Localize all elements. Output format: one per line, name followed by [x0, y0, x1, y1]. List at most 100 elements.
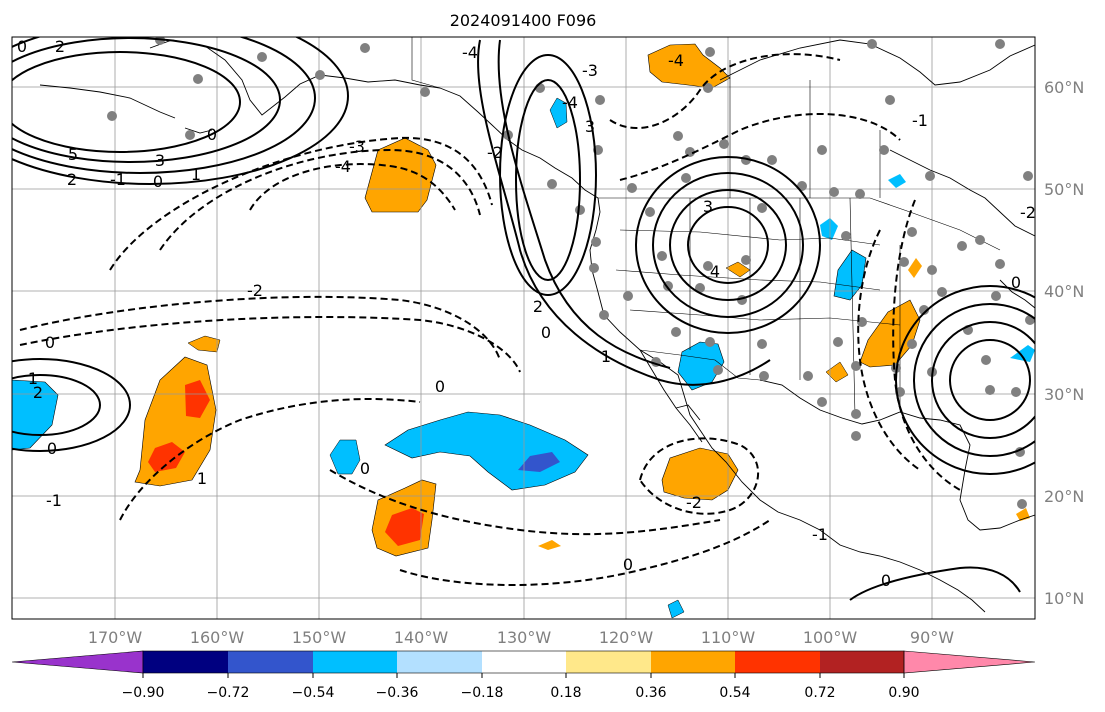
colorbar-label: −0.72 — [207, 685, 250, 701]
contour-label: 0 — [435, 377, 445, 396]
border-us-mexico — [639, 349, 761, 381]
contour-label: 0 — [47, 439, 57, 458]
colorbar-label: −0.90 — [122, 685, 165, 701]
contour-label: 0 — [541, 323, 551, 342]
contour-label: 2 — [533, 297, 543, 316]
border-us-canada — [598, 197, 1001, 251]
colorbar-segment — [651, 651, 735, 673]
shade-positive-hawaii-west-strong1 — [185, 380, 210, 418]
contour-label: 0 — [623, 555, 633, 574]
contour-low-vancouver-2 — [499, 54, 597, 296]
contour-label: 0 — [45, 333, 55, 352]
colorbar-segment — [313, 651, 397, 673]
coast-east — [999, 279, 1035, 309]
contour-low-vancouver-1 — [515, 79, 581, 281]
shade-positive-gulf-alaska — [364, 137, 437, 213]
contour-dashed-south-pac-2 — [399, 519, 771, 586]
shade-positive-small-2 — [825, 361, 849, 383]
contour-label: -4 — [562, 93, 578, 112]
lat-label-60n: 60°N — [1044, 78, 1084, 97]
political-borders — [411, 37, 1001, 416]
contour-label: 0 — [360, 459, 370, 478]
lon-label-120w: 120°W — [599, 628, 654, 647]
coast-alaska — [149, 39, 599, 199]
latitude-labels: 60°N 50°N 40°N 30°N 20°N 10°N — [1044, 78, 1084, 608]
contour-low-east-1 — [949, 339, 1031, 421]
contour-label: 1 — [197, 469, 207, 488]
contour-low-aleutian-1 — [12, 51, 241, 153]
contour-dashed-baja — [639, 437, 759, 515]
lat-label-40n: 40°N — [1044, 282, 1084, 301]
shade-negative-small-9 — [667, 599, 685, 619]
contour-label: -1 — [912, 111, 928, 130]
contour-label: 5 — [68, 145, 78, 164]
contour-dashed-north-pac-2 — [159, 148, 481, 251]
contour-label: -4 — [462, 43, 478, 62]
colorbar-label: 0.18 — [550, 685, 581, 701]
coast-aleutians — [39, 84, 213, 134]
contour-dashed-ridge-east — [857, 229, 921, 471]
map-area: 0 2 5 3 -1 0 1 2 -4 -3 -2 -1 0 1 2 -4 -2… — [12, 37, 1036, 619]
shade-positive-small-4 — [908, 258, 922, 278]
lat-label-20n: 20°N — [1044, 487, 1084, 506]
shade-negative-small-8 — [1010, 345, 1035, 362]
contour-dashed-ridge-east-2 — [892, 199, 961, 491]
border-states-1 — [615, 197, 901, 416]
contour-lines — [12, 37, 1035, 601]
colorbar-label: −0.36 — [376, 685, 419, 701]
border-canada-provinces — [729, 60, 881, 198]
contour-dashed-trough-east-2 — [619, 112, 901, 181]
contour-label: -2 — [487, 143, 503, 162]
contour-label: 0 — [881, 571, 891, 590]
coast-gulf — [759, 379, 1035, 531]
colorbar-label: −0.54 — [292, 685, 335, 701]
shade-negative-small-west — [329, 439, 361, 475]
shade-positive-hawaii-west-strong2 — [148, 442, 185, 472]
contour-dashed-mid-pac-2 — [19, 316, 521, 373]
coast-canada-north — [719, 39, 1035, 86]
contour-trough-west-1 — [477, 39, 771, 386]
colorbar-ticks — [142, 673, 905, 678]
contour-label: 2 — [55, 37, 65, 56]
lon-label-100w: 100°W — [803, 628, 858, 647]
contour-dashed-north-pac-1 — [249, 163, 456, 211]
contour-low-rockies-3 — [652, 172, 804, 318]
contour-label: 3 — [585, 117, 595, 136]
lon-label-150w: 150°W — [292, 628, 347, 647]
contour-low-aleutian-3 — [12, 37, 316, 174]
lon-label-160w: 160°W — [190, 628, 245, 647]
contour-low-rockies-2 — [669, 189, 787, 301]
contour-label: 2 — [33, 383, 43, 402]
contour-label: 0 — [153, 172, 163, 191]
shade-negative-vancouver — [549, 97, 568, 129]
contour-label: 0 — [1011, 273, 1021, 292]
contour-label: -2 — [1020, 203, 1036, 222]
lon-label-90w: 90°W — [910, 628, 954, 647]
contour-label: -1 — [46, 491, 62, 510]
contour-low-south — [849, 566, 1021, 601]
contour-label: -1 — [812, 525, 828, 544]
contour-label: 4 — [710, 262, 720, 281]
shade-negative-dakota — [833, 249, 867, 301]
shade-negative-small-6 — [820, 218, 838, 240]
shade-negative-central-pacific-strong — [518, 452, 560, 472]
shade-negative-far-west — [12, 379, 59, 451]
border-alaska-canada — [411, 37, 441, 89]
contour-dashed-trough-east-1 — [609, 53, 841, 130]
colorbar-extend-left — [11, 650, 144, 674]
colorbar-frame — [142, 650, 905, 674]
shade-negative-mexico — [677, 341, 725, 391]
map-title: 2024091400 F096 — [450, 11, 597, 30]
contour-dashed-north-pac-3 — [109, 136, 493, 271]
contour-low-westpac-1 — [12, 374, 101, 436]
coastlines — [39, 39, 1035, 613]
map-frame — [11, 36, 1036, 620]
contour-dashed-mid-pac-3 — [119, 398, 421, 521]
colorbar-segment — [735, 651, 820, 673]
colorbar: −0.90 −0.72 −0.54 −0.36 −0.18 0.18 0.36 … — [11, 650, 1036, 701]
colorbar-segment — [820, 651, 904, 673]
shade-positive-small-isle — [187, 335, 221, 353]
shade-positive-small-1 — [538, 540, 561, 550]
colorbar-label: −0.18 — [461, 685, 504, 701]
contour-dashed-south-pac-1 — [329, 469, 721, 536]
